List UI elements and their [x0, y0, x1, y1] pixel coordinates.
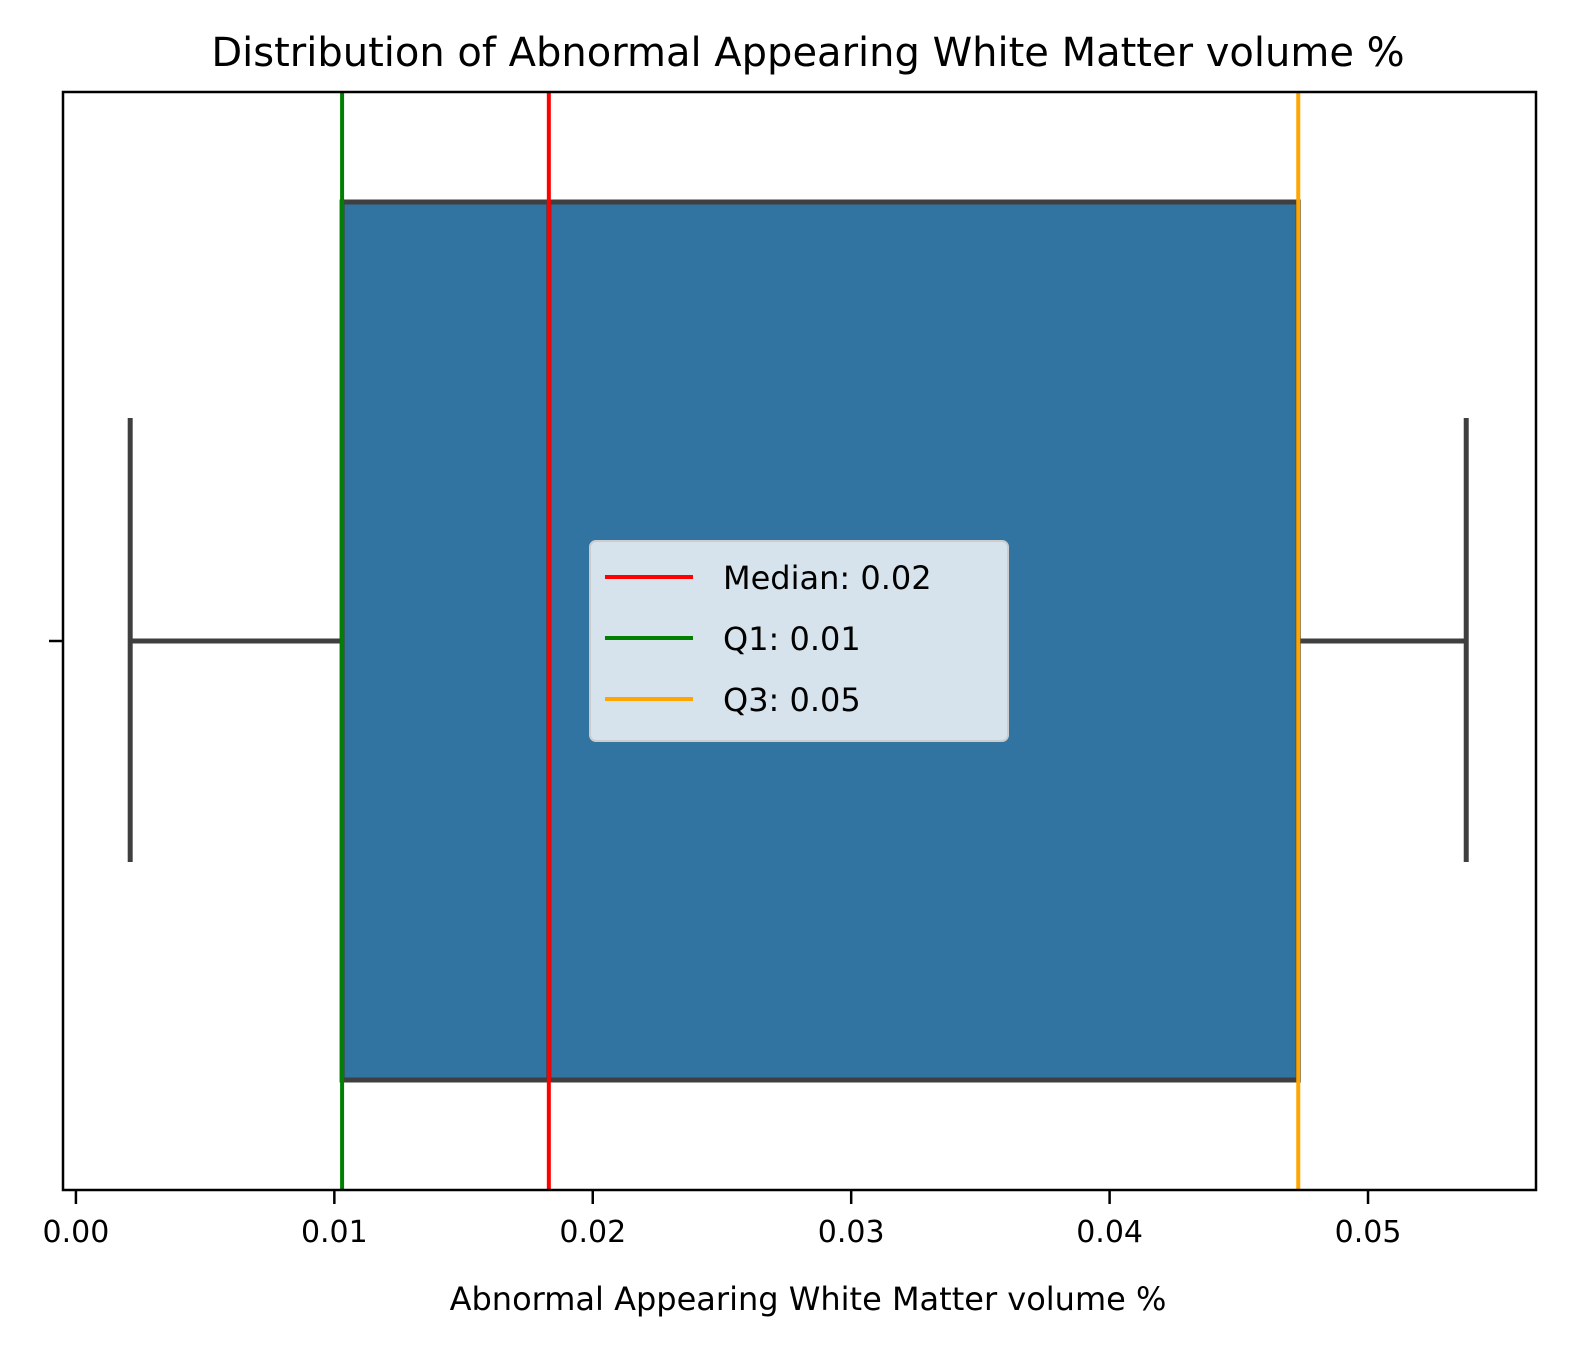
- x-tick-label: 0.05: [1335, 1215, 1402, 1250]
- x-tick-label: 0.02: [559, 1215, 626, 1250]
- x-tick-label: 0.04: [1076, 1215, 1143, 1250]
- legend-box: [589, 540, 1009, 742]
- x-tick-label: 0.01: [301, 1215, 368, 1250]
- x-axis-label: Abnormal Appearing White Matter volume %: [450, 1280, 1167, 1318]
- legend-entry-label: Median: 0.02: [723, 559, 932, 597]
- chart-title: Distribution of Abnormal Appearing White…: [211, 30, 1404, 76]
- legend-entry-label: Q1: 0.01: [723, 620, 861, 658]
- x-axis: 0.00 0.01 0.02 0.03 0.04 0.05: [43, 1190, 1402, 1250]
- legend-entry-label: Q3: 0.05: [723, 681, 861, 719]
- x-tick-label: 0.00: [43, 1215, 110, 1250]
- x-tick-label: 0.03: [818, 1215, 885, 1250]
- legend: Median: 0.02 Q1: 0.01 Q3: 0.05: [589, 540, 1009, 742]
